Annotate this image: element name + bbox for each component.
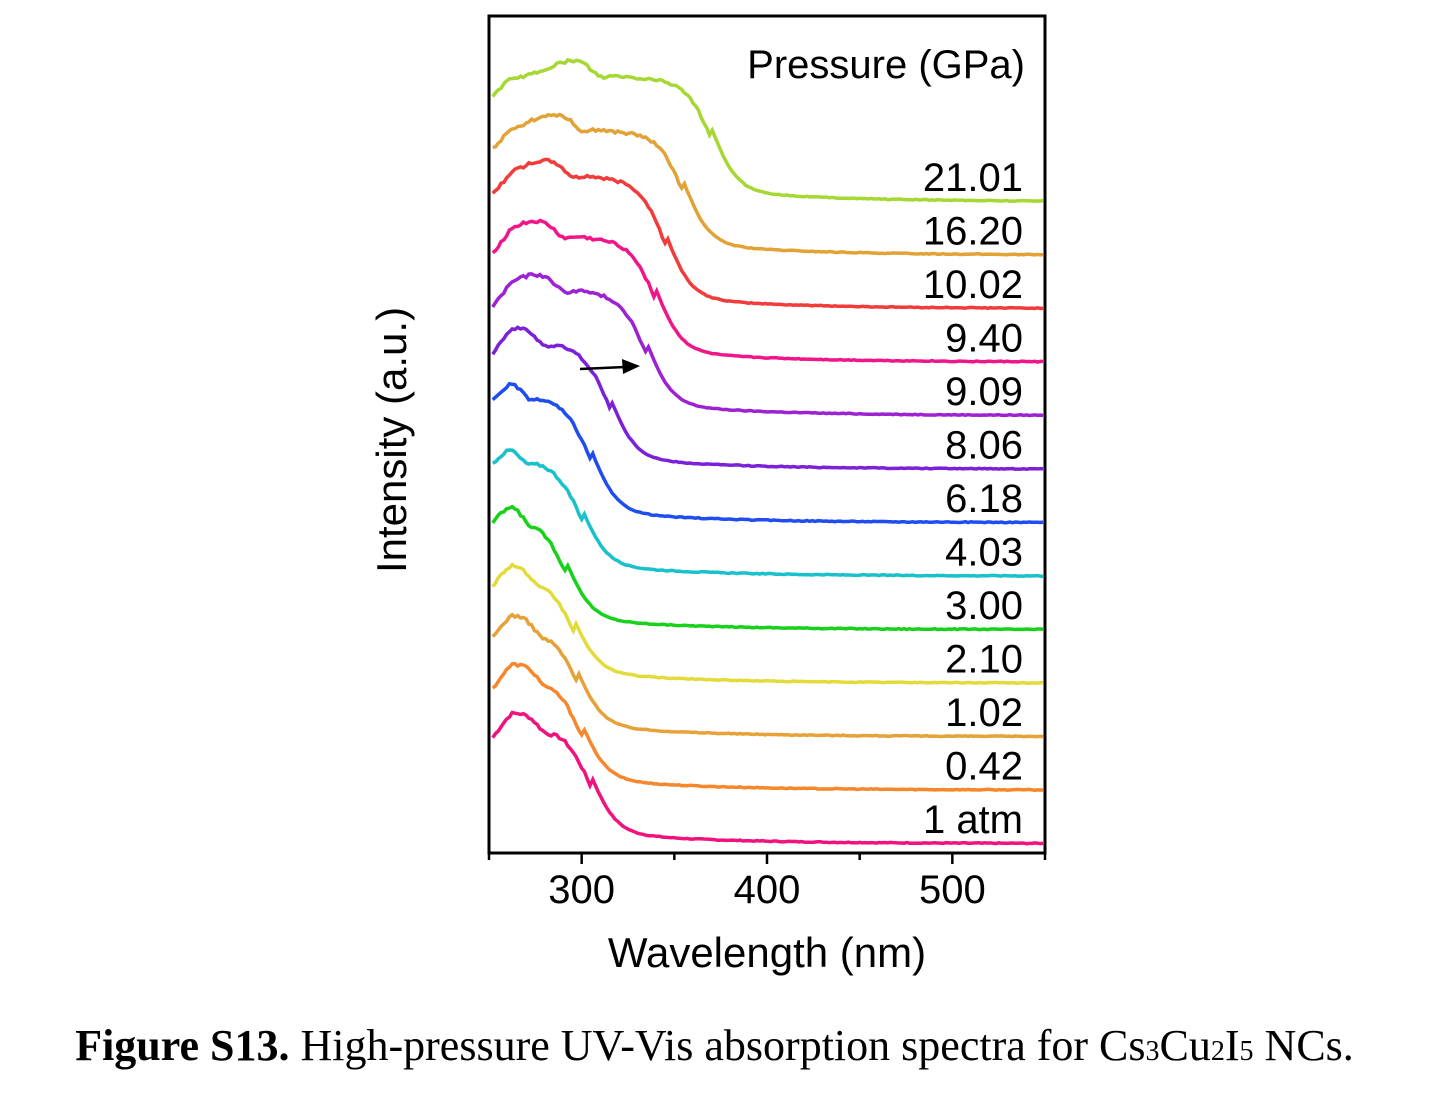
x-tick-group: 300 400 500	[487, 853, 1047, 912]
series-line	[491, 218, 1044, 364]
chart: 1 atm 0.42 1.02 2.10 3.00 4.03 6.18 8.06 9.09 9.4…	[368, 14, 1047, 976]
caption-sub-2: 2	[1210, 1036, 1225, 1067]
series-label: 16.20	[923, 210, 1023, 254]
series-line	[491, 325, 1044, 471]
series-line	[491, 448, 1044, 578]
series-line	[491, 157, 1044, 311]
series-label: 0.42	[945, 745, 1023, 789]
series-group	[491, 57, 1044, 846]
series-label-group: 1 atm 0.42 1.02 2.10 3.00 4.03 6.18 8.06 9.09 9.4…	[923, 156, 1023, 842]
legend-title: Pressure (GPa)	[747, 43, 1025, 87]
caption-text: High-pressure UV-Vis absorption spectra …	[300, 1021, 1146, 1070]
caption-sub-3: 3	[1145, 1036, 1160, 1067]
caption-cu: Cu	[1159, 1021, 1211, 1070]
series-label: 8.06	[945, 424, 1023, 468]
series-label: 9.40	[945, 317, 1023, 361]
series-line	[491, 57, 1044, 203]
series-label: 10.02	[923, 263, 1023, 307]
series-line	[491, 661, 1044, 792]
figure-caption: Figure S13. High-pressure UV-Vis absorpt…	[0, 1020, 1429, 1071]
series-line	[491, 381, 1044, 525]
series-label: 1 atm	[923, 798, 1023, 842]
x-tick-label: 400	[734, 868, 801, 912]
figure: 1 atm 0.42 1.02 2.10 3.00 4.03 6.18 8.06 9.09 9.4…	[75, 14, 1354, 1070]
series-label: 1.02	[945, 691, 1023, 735]
series-line	[491, 562, 1044, 686]
caption-i: I	[1224, 1021, 1240, 1070]
caption-label: Figure S13.	[75, 1021, 290, 1070]
series-label: 6.18	[945, 477, 1023, 521]
series-line	[491, 504, 1044, 632]
x-tick-label: 500	[919, 868, 986, 912]
x-tick-label: 300	[548, 868, 615, 912]
caption-sub-5: 5	[1239, 1036, 1254, 1067]
series-line	[491, 710, 1044, 846]
series-line	[491, 612, 1044, 739]
series-line	[492, 112, 1044, 257]
series-label: 3.00	[945, 584, 1023, 628]
red-shift-arrow	[579, 359, 640, 374]
caption-end: NCs.	[1253, 1021, 1354, 1070]
series-label: 2.10	[945, 638, 1023, 682]
series-label: 9.09	[945, 370, 1023, 414]
x-axis-label: Wavelength (nm)	[608, 929, 926, 976]
series-line	[491, 272, 1044, 418]
series-label: 4.03	[945, 531, 1023, 575]
y-axis-label: Intensity (a.u.)	[368, 307, 415, 573]
series-label: 21.01	[923, 156, 1023, 200]
